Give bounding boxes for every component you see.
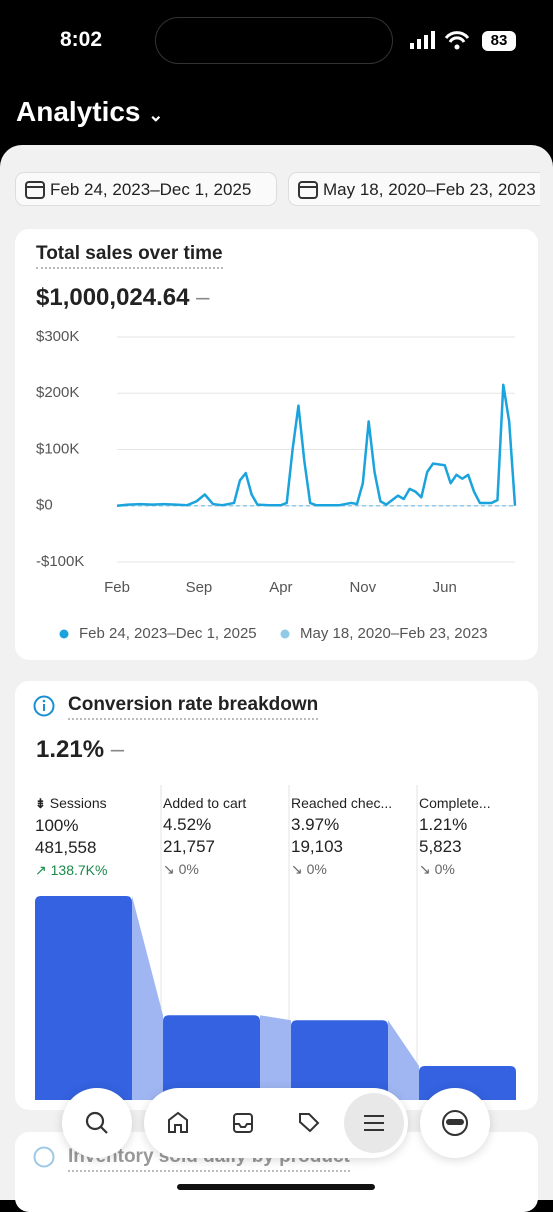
filter-text: Feb 24, 2023–Dec 1, 2025 — [50, 180, 252, 199]
y-tick-label: $100K — [36, 440, 79, 457]
legend-label: May 18, 2020–Feb 23, 2023 — [300, 625, 488, 642]
calendar-icon — [298, 181, 318, 199]
funnel-connector — [388, 1020, 419, 1100]
stage-percent: 3.97% — [291, 815, 340, 834]
card-title[interactable]: Conversion rate breakdown — [68, 694, 319, 720]
funnel-bar — [163, 1015, 260, 1100]
stage-count: 481,558 — [35, 838, 97, 857]
legend-label: Feb 24, 2023–Dec 1, 2025 — [79, 625, 257, 642]
stage-count: 5,823 — [419, 837, 462, 856]
stage-name: ⇟ Sessions — [35, 795, 107, 811]
change-value: 0% — [178, 861, 199, 877]
funnel-stage: Added to cart 4.52% 21,757 ↘ 0% — [163, 792, 281, 880]
assistant-button[interactable] — [420, 1088, 490, 1158]
page-title[interactable]: Analytics ⌄ — [16, 96, 164, 127]
stage-percent: 100% — [35, 816, 79, 835]
legend-dot — [59, 629, 69, 639]
stage-change: ↘ 0% — [163, 861, 199, 877]
y-tick-label: $300K — [36, 328, 79, 345]
funnel-bar — [291, 1020, 388, 1100]
compare-filter[interactable]: May 18, 2020–Feb 23, 2023 — [288, 172, 540, 206]
tags-tab[interactable] — [299, 1113, 320, 1133]
conversion-card: Conversion rate breakdown 1.21% – ⇟ Sess… — [15, 681, 538, 1110]
funnel-connector — [132, 896, 163, 1100]
stage-label: Reached chec... — [291, 795, 393, 811]
change-value: 0% — [306, 861, 327, 877]
calendar-icon — [25, 181, 45, 199]
funnel-bar — [35, 896, 132, 1100]
search-button[interactable] — [62, 1088, 132, 1158]
funnel-stage: Reached chec... 3.97% 19,103 ↘ 0% — [291, 792, 409, 880]
date-filter[interactable]: Feb 24, 2023–Dec 1, 2025 — [15, 172, 277, 206]
rate-value: 1.21% — [36, 736, 105, 763]
info-icon — [33, 1146, 55, 1168]
funnel-connector — [260, 1015, 291, 1100]
stage-change: ↘ 0% — [419, 861, 455, 877]
conversion-rate: 1.21% – — [36, 736, 125, 763]
funnel-chart — [35, 785, 516, 1100]
dynamic-island — [155, 17, 393, 64]
title-text: Analytics — [16, 96, 141, 127]
stage-change: ↗ 138.7K% — [35, 862, 108, 878]
sales-card: Total sales over time $1,000,024.64 – -$… — [15, 229, 538, 660]
y-tick-label: $0 — [36, 497, 53, 514]
info-icon — [33, 695, 55, 717]
stage-label: Sessions — [49, 795, 107, 811]
time: 8:02 — [60, 28, 103, 51]
x-tick-label: Apr — [269, 579, 292, 596]
x-tick-label: Feb — [104, 579, 130, 596]
sales-chart: -$100K $0 $100K $200K $300K Feb Sep Apr Nov Jun Fe… — [36, 328, 517, 642]
x-tick-label: Nov — [349, 579, 376, 596]
stage-label: Added to cart — [163, 795, 247, 811]
stage-change: ↘ 0% — [291, 861, 327, 877]
sales-line — [116, 383, 517, 507]
y-tick-label: $200K — [36, 384, 79, 401]
card-title[interactable]: Total sales over time — [36, 243, 223, 269]
x-tick-label: Jun — [433, 579, 457, 596]
inbox-tab[interactable] — [233, 1113, 253, 1133]
stage-name: Reached chec... — [291, 792, 409, 814]
stage-name: Added to cart — [163, 792, 281, 814]
total-value: $1,000,024.64 — [36, 284, 190, 311]
stage-percent: 1.21% — [419, 815, 468, 834]
change-value: 0% — [434, 861, 455, 877]
x-tick-label: Sep — [186, 579, 213, 596]
change-value: 138.7K% — [50, 862, 108, 878]
status-icons — [410, 31, 470, 50]
battery: 83 — [482, 31, 516, 51]
menu-tab[interactable] — [364, 1115, 384, 1131]
home-indicator — [177, 1184, 375, 1190]
total-sales: $1,000,024.64 – — [36, 284, 210, 311]
stage-name: Complete... — [419, 792, 537, 814]
funnel-stage: Complete... 1.21% 5,823 ↘ 0% — [419, 792, 537, 880]
tab-bar — [144, 1088, 408, 1158]
stage-count: 21,757 — [163, 837, 215, 856]
y-tick-label: -$100K — [36, 553, 84, 570]
stage-label: Complete... — [419, 795, 491, 811]
stage-percent: 4.52% — [163, 815, 212, 834]
funnel-stage: ⇟ Sessions 100% 481,558 ↗ 138.7K% — [35, 792, 153, 881]
home-tab[interactable] — [168, 1111, 188, 1133]
stage-count: 19,103 — [291, 837, 343, 856]
legend-dot — [280, 629, 290, 639]
filter-text: May 18, 2020–Feb 23, 2023 — [323, 180, 536, 199]
